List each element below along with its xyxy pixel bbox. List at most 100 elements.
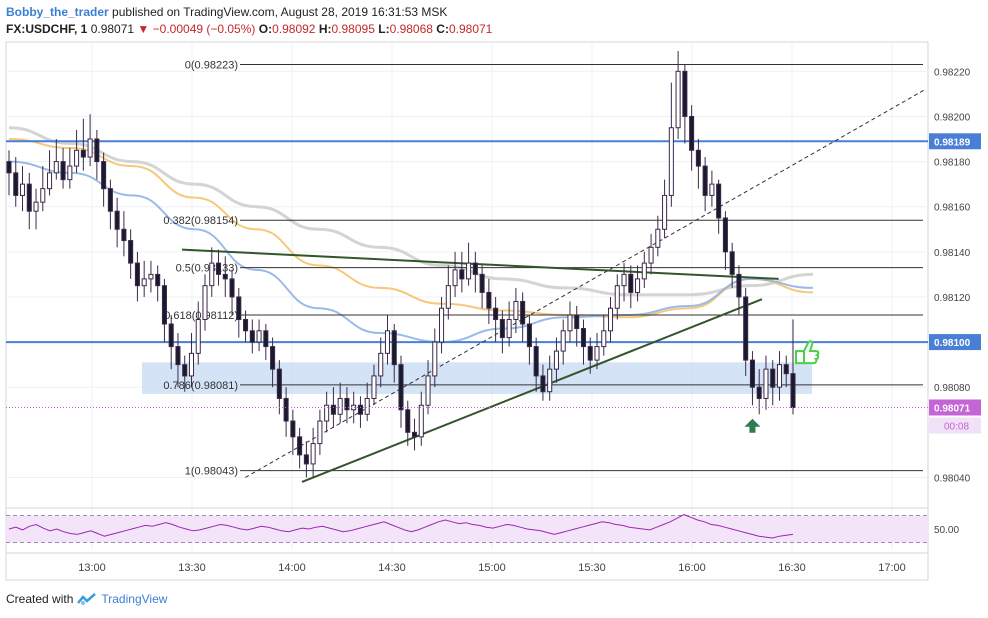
candle-body [26, 183, 32, 212]
time-tick-label: 13:00 [78, 562, 106, 574]
candle-body [398, 364, 404, 411]
time-tick-label: 16:00 [678, 562, 706, 574]
annotations [6, 340, 928, 433]
candle-body [682, 70, 688, 117]
candle-body [506, 319, 512, 339]
candle-body [391, 330, 397, 366]
support-zone-rect [142, 362, 812, 394]
candle-body [256, 330, 262, 343]
symbol-label[interactable]: FX:USDCHF, 1 [6, 22, 88, 36]
candle-body [378, 352, 384, 377]
thumb-cuff [795, 350, 805, 365]
candle-body [13, 172, 19, 196]
candle-body [236, 296, 242, 321]
candle-body [790, 373, 796, 408]
candle-body [621, 273, 627, 287]
price-tick-label: 0.98080 [934, 383, 971, 394]
candle-body [107, 188, 113, 212]
candle-body [19, 183, 26, 196]
fib-level-label: 0(0.98223) [185, 60, 238, 72]
moving-average-orange [8, 138, 814, 319]
candle-body [614, 285, 620, 309]
candle-body [716, 183, 722, 219]
candle-body [776, 364, 783, 388]
fib-level-label: 0.5(0.98133) [176, 263, 238, 275]
candle-body [635, 278, 641, 293]
candle-body [101, 161, 107, 190]
fib-level-label: 0.618(0.98112) [164, 310, 238, 322]
candle-body [567, 314, 573, 332]
tradingview-brand[interactable]: TradingView [101, 592, 168, 606]
candle-body [94, 138, 100, 163]
fib-level-label: 0.786(0.98081) [163, 380, 238, 392]
candle-body [215, 262, 222, 275]
thumbs-up-icon [803, 340, 820, 365]
price-axis[interactable]: 0.98220 0.98200 0.98180 0.98160 0.98140 0.981… [929, 67, 981, 484]
candle-body [756, 386, 762, 399]
candle-body [722, 217, 728, 253]
candle-body [121, 228, 127, 242]
candle-body [560, 330, 566, 352]
candle-body [459, 269, 465, 280]
price-tick-label: 0.98200 [934, 112, 971, 123]
candle-body [553, 350, 559, 370]
time-tick-label: 15:00 [478, 562, 506, 574]
candle-body [330, 404, 336, 415]
publish-line: Bobby_the_trader published on TradingVie… [6, 4, 492, 21]
candle-body [202, 285, 208, 321]
price-tick-label: 0.98140 [934, 248, 971, 259]
candle-body [628, 273, 634, 293]
open-value: 0.98092 [272, 22, 316, 36]
candle-body [148, 273, 154, 280]
candle-body [668, 127, 674, 196]
candle-body [418, 404, 424, 438]
candle-body [351, 404, 357, 411]
price-tick-label: 0.98120 [934, 293, 971, 304]
candle-body [574, 314, 580, 330]
close-label: C: [436, 22, 449, 36]
candle-body [594, 346, 600, 361]
rsi-tick-label: 50.00 [934, 525, 959, 536]
candle-body [229, 278, 235, 298]
fibonacci-retracement[interactable]: 0(0.98223) 0.382(0.98154) 0.5(0.98133) 0.61… [163, 60, 923, 478]
candle-body [587, 346, 593, 361]
candle-body [134, 262, 140, 287]
candle-body [67, 165, 73, 181]
candle-body [411, 431, 418, 438]
candle-body [439, 307, 445, 343]
candle-body [290, 420, 296, 438]
candle-body [607, 307, 614, 332]
candle-body [114, 210, 120, 230]
candle-body [263, 330, 269, 348]
current-price-tag-text: 0.98071 [934, 403, 971, 414]
candle-body [80, 149, 86, 158]
high-value: 0.98095 [331, 22, 375, 36]
price-tick-label: 0.98180 [934, 158, 971, 169]
price-chart[interactable]: 0(0.98223) 0.382(0.98154) 0.5(0.98133) 0.61… [0, 0, 988, 585]
price-level-tag-text: 0.98100 [934, 338, 971, 349]
low-value: 0.98068 [389, 22, 433, 36]
candle-body [770, 368, 776, 388]
trendlines[interactable] [181, 88, 926, 483]
candle-body [209, 262, 215, 287]
candle-body [364, 397, 370, 415]
price-tick-label: 0.98040 [934, 473, 971, 484]
candle-body [472, 262, 478, 275]
candle-body [689, 115, 695, 151]
candle-body [74, 149, 80, 167]
rsi-panel: 50.00 [6, 507, 959, 543]
candle-body [324, 404, 330, 422]
candle-body [310, 443, 316, 465]
time-tick-label: 15:30 [578, 562, 606, 574]
candle-body [303, 454, 309, 465]
horizontal-levels[interactable] [6, 140, 928, 344]
author-link[interactable]: Bobby_the_trader [6, 5, 109, 19]
high-label: H: [318, 22, 332, 36]
time-tick-label: 14:00 [278, 562, 306, 574]
support-zone [142, 362, 812, 394]
price-level-tag [929, 334, 981, 351]
fib-level-label: 0.382(0.98154) [163, 215, 238, 227]
candle-body [580, 328, 587, 348]
rsi-band [6, 515, 928, 543]
time-axis[interactable]: 13:00 13:30 14:00 14:30 15:00 15:30 16:00 16:30… [6, 552, 928, 574]
